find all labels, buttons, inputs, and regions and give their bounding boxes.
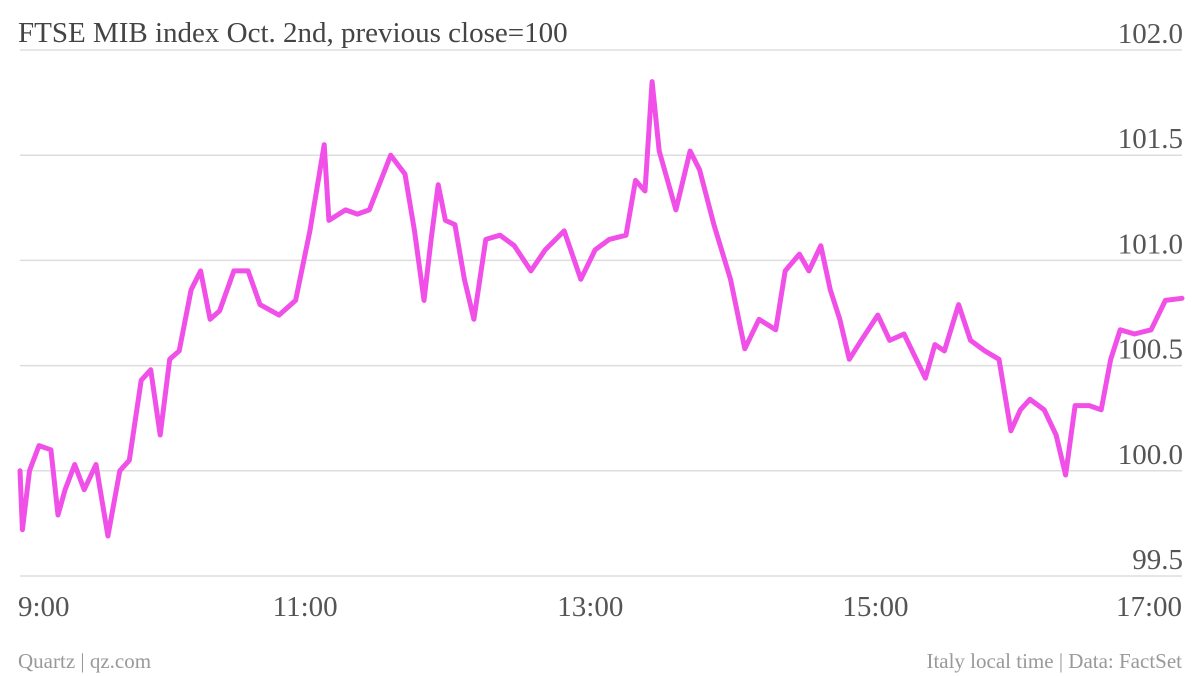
x-tick-label: 11:00 [273,591,338,623]
chart-title: FTSE MIB index Oct. 2nd, previous close=… [18,17,568,49]
x-tick-label: 13:00 [557,591,623,623]
x-tick-label: 9:00 [18,591,70,623]
y-tick-label: 99.5 [1132,544,1183,576]
grid [20,49,1182,577]
source-left: Quartz | qz.com [18,649,151,673]
y-tick-label: 100.0 [1118,439,1183,471]
x-tick-label: 15:00 [842,591,908,623]
y-tick-label: 101.0 [1118,228,1183,260]
y-tick-label: 102.0 [1118,18,1183,50]
source-right: Italy local time | Data: FactSet [926,649,1182,673]
x-tick-label: 17:00 [1116,591,1182,623]
y-tick-label: 101.5 [1118,123,1183,155]
series-line [17,79,1185,539]
y-tick-label: 100.5 [1118,334,1183,366]
